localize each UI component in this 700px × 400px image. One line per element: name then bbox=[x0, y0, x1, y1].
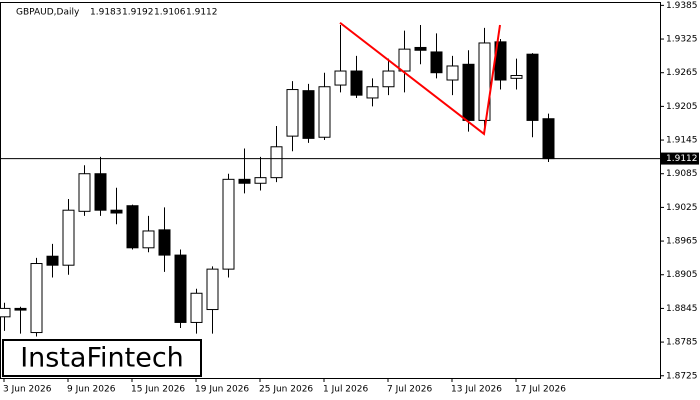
y-tick-label: 1.9205 bbox=[666, 102, 698, 112]
y-tick-label: 1.8905 bbox=[666, 270, 698, 280]
y-tick-label: 1.9085 bbox=[666, 169, 698, 179]
candle-body bbox=[350, 70, 363, 96]
plot-frame bbox=[0, 2, 661, 379]
logo-box bbox=[2, 339, 202, 377]
chart-title: GBPAUD,Daily bbox=[16, 8, 80, 18]
candle-body bbox=[0, 307, 11, 318]
candle-body bbox=[222, 178, 235, 270]
candle-body bbox=[542, 118, 555, 160]
header-close: 1.9112 bbox=[186, 8, 218, 18]
candle-body bbox=[414, 46, 427, 51]
y-tick-label: 1.9145 bbox=[666, 136, 698, 146]
x-tick-label: 15 Jun 2026 bbox=[131, 385, 185, 395]
x-tick-label: 13 Jul 2026 bbox=[451, 385, 502, 395]
current-price-label: 1.9112 bbox=[666, 154, 698, 164]
x-tick-label: 19 Jun 2026 bbox=[195, 385, 249, 395]
x-tick-label: 7 Jul 2026 bbox=[387, 385, 432, 395]
pattern-line bbox=[339, 21, 501, 136]
y-tick-label: 1.9385 bbox=[666, 1, 698, 11]
logo: InstaFintech bbox=[20, 343, 184, 374]
candle-body bbox=[318, 86, 331, 138]
candle-body bbox=[62, 209, 75, 266]
header-open: 1.9183 bbox=[90, 8, 122, 18]
x-tick-label: 3 Jun 2026 bbox=[3, 385, 52, 395]
header-high: 1.9192 bbox=[122, 8, 154, 18]
candle-body bbox=[126, 205, 139, 249]
candle-body bbox=[78, 173, 91, 212]
y-tick-label: 1.8785 bbox=[666, 338, 698, 348]
candle-body bbox=[174, 254, 187, 323]
candle-body bbox=[46, 255, 59, 266]
y-tick-label: 1.8965 bbox=[666, 237, 698, 247]
candle-body bbox=[510, 75, 523, 79]
candle-body bbox=[238, 178, 251, 184]
x-tick-label: 9 Jun 2026 bbox=[67, 385, 116, 395]
candle-body bbox=[334, 70, 347, 86]
candle-body bbox=[158, 229, 171, 256]
y-tick-label: 1.8725 bbox=[666, 371, 698, 381]
candle-body bbox=[430, 51, 443, 74]
x-tick-label: 25 Jun 2026 bbox=[259, 385, 313, 395]
candle-body bbox=[478, 42, 491, 121]
candle-body bbox=[462, 63, 475, 121]
candle-body bbox=[302, 90, 315, 139]
candle-body bbox=[446, 65, 459, 81]
y-tick-label: 1.9325 bbox=[666, 35, 698, 45]
candle-body bbox=[190, 292, 203, 323]
y-tick-label: 1.9025 bbox=[666, 203, 698, 213]
candle-body bbox=[206, 268, 219, 311]
candle-body bbox=[382, 70, 395, 88]
header-low: 1.9106 bbox=[154, 8, 186, 18]
y-tick-label: 1.8845 bbox=[666, 304, 698, 314]
candle-body bbox=[30, 263, 43, 334]
candle-body bbox=[14, 307, 27, 311]
candle-body bbox=[110, 209, 123, 214]
candle-body bbox=[142, 230, 155, 249]
candle-body bbox=[286, 89, 299, 137]
y-tick-label: 1.9265 bbox=[666, 68, 698, 78]
x-tick-label: 1 Jul 2026 bbox=[323, 385, 368, 395]
current-price-box bbox=[661, 152, 699, 165]
candle-body bbox=[366, 86, 379, 99]
candle-body bbox=[94, 173, 107, 211]
x-tick-label: 17 Jul 2026 bbox=[515, 385, 566, 395]
candle-body bbox=[254, 177, 267, 184]
candle-body bbox=[270, 146, 283, 179]
candle-body bbox=[398, 48, 411, 72]
candle-body bbox=[526, 53, 539, 121]
